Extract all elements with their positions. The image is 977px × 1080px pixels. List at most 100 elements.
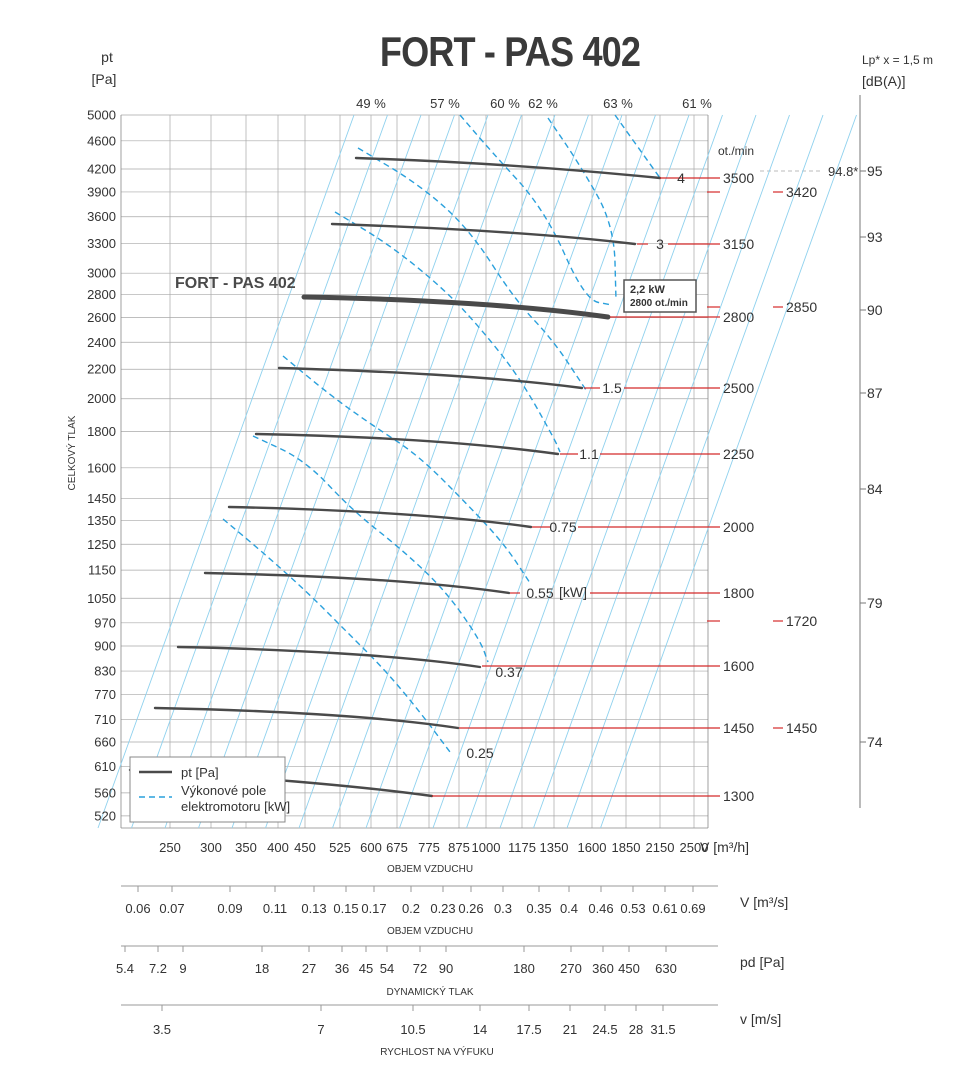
y-tick-label: 830	[94, 664, 116, 679]
scale-tick-label: 45	[359, 961, 373, 976]
y-tick-label: 1350	[87, 513, 116, 528]
noise-tick-label: 93	[867, 229, 883, 245]
scale-tick-label: 9	[179, 961, 186, 976]
efficiency-line	[365, 114, 623, 829]
scale-tick-label: 7	[317, 1022, 324, 1037]
efficiency-label: 62 %	[528, 96, 558, 111]
pressure-curve-1800	[203, 571, 511, 595]
pressure-curve-1450	[153, 706, 460, 730]
power-curve	[252, 435, 489, 663]
pressure-curve-3500	[354, 156, 662, 180]
y-tick-label: 3600	[87, 209, 116, 224]
y-tick-label: 3000	[87, 266, 116, 281]
scale-label: DYNAMICKÝ TLAK	[386, 985, 473, 998]
scale-label: OBJEM VZDUCHU	[387, 926, 473, 937]
efficiency-line	[566, 114, 824, 829]
x-tick-label: 450	[294, 840, 316, 855]
y-tick-label: 560	[94, 785, 116, 800]
rpm-axis-header: ot./min	[718, 144, 754, 158]
scale-tick-label: 0.3	[494, 901, 512, 916]
y-tick-label: 2000	[87, 391, 116, 406]
power-label: 1.1	[579, 446, 599, 462]
x-tick-label: 1175	[508, 840, 536, 855]
efficiency-label: 63 %	[603, 96, 633, 111]
power-label: 3	[656, 236, 664, 252]
scale-tick-label: 0.07	[159, 901, 184, 916]
scale-tick-label: 7.2	[149, 961, 167, 976]
scale-tick-label: 21	[563, 1022, 577, 1037]
y-tick-label: 4200	[87, 161, 116, 176]
noise-tick-label: 84	[867, 481, 883, 497]
curve-label: FORT - PAS 402	[175, 275, 296, 292]
y-tick-label: 770	[94, 687, 116, 702]
noise-tick-label: 74	[867, 734, 883, 750]
power-unit-label: [kW]	[559, 584, 587, 600]
scale-tick-label: 3.5	[153, 1022, 171, 1037]
noise-axis-header: Lp* x = 1,5 m	[862, 53, 933, 67]
y-tick-label: 970	[94, 615, 116, 630]
scale-tick-label: 0.13	[301, 901, 326, 916]
scale-tick-label: 0.4	[560, 901, 578, 916]
scale-tick-label: 36	[335, 961, 349, 976]
x-tick-label: 400	[267, 840, 289, 855]
rpm-label: 3500	[723, 170, 754, 186]
power-curve	[357, 147, 587, 391]
efficiency-label: 49 %	[356, 96, 386, 111]
scale-tick-label: 0.53	[620, 901, 645, 916]
rpm-label: 1720	[786, 613, 817, 629]
scale-tick-label: 27	[302, 961, 316, 976]
x-tick-label: 600	[360, 840, 382, 855]
y-tick-label: 1150	[88, 563, 116, 578]
efficiency-line	[198, 114, 455, 829]
efficiency-line	[432, 114, 690, 829]
y-tick-label: 2800	[87, 287, 116, 302]
efficiency-line	[600, 114, 857, 829]
scale-tick-label: 630	[655, 961, 677, 976]
rpm-label: 3420	[786, 184, 817, 200]
efficiency-line	[399, 114, 656, 829]
x-tick-label: 2150	[646, 840, 675, 855]
x-tick-label: 1600	[578, 840, 607, 855]
noise-tick-label: 79	[867, 595, 883, 611]
y-axis-unit: [Pa]	[92, 71, 117, 87]
efficiency-line	[164, 114, 422, 829]
legend-label-pt: pt [Pa]	[181, 765, 219, 780]
efficiency-label: 60 %	[490, 96, 520, 111]
scale-unit: V [m³/s]	[740, 894, 788, 910]
power-label: 0.55	[526, 585, 553, 601]
scale-tick-label: 0.46	[588, 901, 613, 916]
y-axis-symbol: pt	[101, 49, 113, 65]
power-curve	[334, 211, 561, 453]
highlight-box-power: 2,2 kW	[630, 284, 665, 296]
y-tick-label: 1250	[87, 537, 116, 552]
x-tick-label: 1350	[540, 840, 569, 855]
rpm-label: 1450	[723, 720, 754, 736]
x-tick-label: 1850	[612, 840, 641, 855]
x-tick-label: 350	[235, 840, 257, 855]
y-tick-label: 710	[94, 712, 116, 727]
rpm-label: 2250	[723, 446, 754, 462]
scale-tick-label: 0.69	[680, 901, 705, 916]
efficiency-line	[298, 114, 556, 829]
rpm-label: 2850	[786, 299, 817, 315]
scale-tick-label: 18	[255, 961, 269, 976]
scale-tick-label: 54	[380, 961, 394, 976]
scale-tick-label: 450	[618, 961, 640, 976]
highlight-box-frame	[623, 279, 697, 313]
efficiency-line	[332, 114, 589, 829]
pressure-curve-3150	[330, 222, 637, 246]
noise-axis-unit: [dB(A)]	[862, 73, 906, 89]
pressure-curve-2500	[277, 366, 584, 390]
efficiency-line	[466, 114, 723, 829]
rpm-label: 1450	[786, 720, 817, 736]
x-tick-label: 250	[159, 840, 181, 855]
y-tick-label: 3900	[87, 184, 116, 199]
scale-tick-label: 360	[592, 961, 614, 976]
rpm-label: 1800	[723, 585, 754, 601]
rpm-label: 3150	[723, 236, 754, 252]
efficiency-line	[265, 114, 522, 829]
noise-tick-label: 95	[867, 163, 883, 179]
y-tick-label: 2200	[87, 362, 116, 377]
x-tick-label: 775	[418, 840, 440, 855]
pressure-curves	[128, 156, 662, 798]
